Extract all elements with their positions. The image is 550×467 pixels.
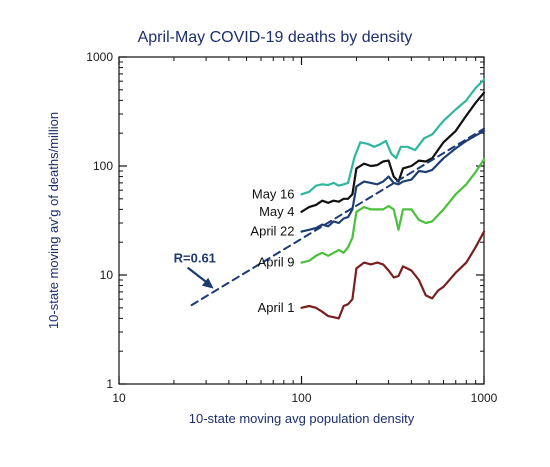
y-tick-label: 1000 <box>86 50 113 64</box>
annotation-arrow-head <box>201 277 214 289</box>
series-line-may-16 <box>300 78 486 196</box>
x-tick-label: 1000 <box>471 391 498 405</box>
x-tick-label: 100 <box>291 391 311 405</box>
series-line-april-22 <box>300 129 486 233</box>
y-axis-label: 10-state moving av'g of deaths/million <box>46 112 61 329</box>
y-tick-label: 10 <box>100 268 114 282</box>
annotation-r-value: R=0.61 <box>174 251 216 266</box>
series-line-r-0-61 <box>190 127 485 307</box>
x-tick-label: 10 <box>112 391 126 405</box>
series-line-may-4 <box>300 91 486 213</box>
series-line-april-1 <box>300 230 486 320</box>
frame-layer <box>118 56 485 385</box>
series-line-april-9 <box>300 158 486 264</box>
series-label-may-4: May 4 <box>259 204 294 219</box>
series-label-april-22: April 22 <box>250 224 294 239</box>
series-layer <box>190 78 486 320</box>
x-axis-label: 10-state moving avg population density <box>189 411 415 426</box>
y-tick-label: 1 <box>106 377 113 391</box>
series-label-april-9: April 9 <box>258 255 295 270</box>
series-label-april-1: April 1 <box>258 300 295 315</box>
series-label-may-16: May 16 <box>252 186 295 201</box>
y-tick-label: 100 <box>93 159 113 173</box>
label-layer: April-May COVID-19 deaths by density 10 10… <box>46 29 498 426</box>
annotation-layer: R=0.61 <box>174 251 216 289</box>
chart-title: April-May COVID-19 deaths by density <box>138 29 413 46</box>
plot-frame <box>118 56 485 385</box>
